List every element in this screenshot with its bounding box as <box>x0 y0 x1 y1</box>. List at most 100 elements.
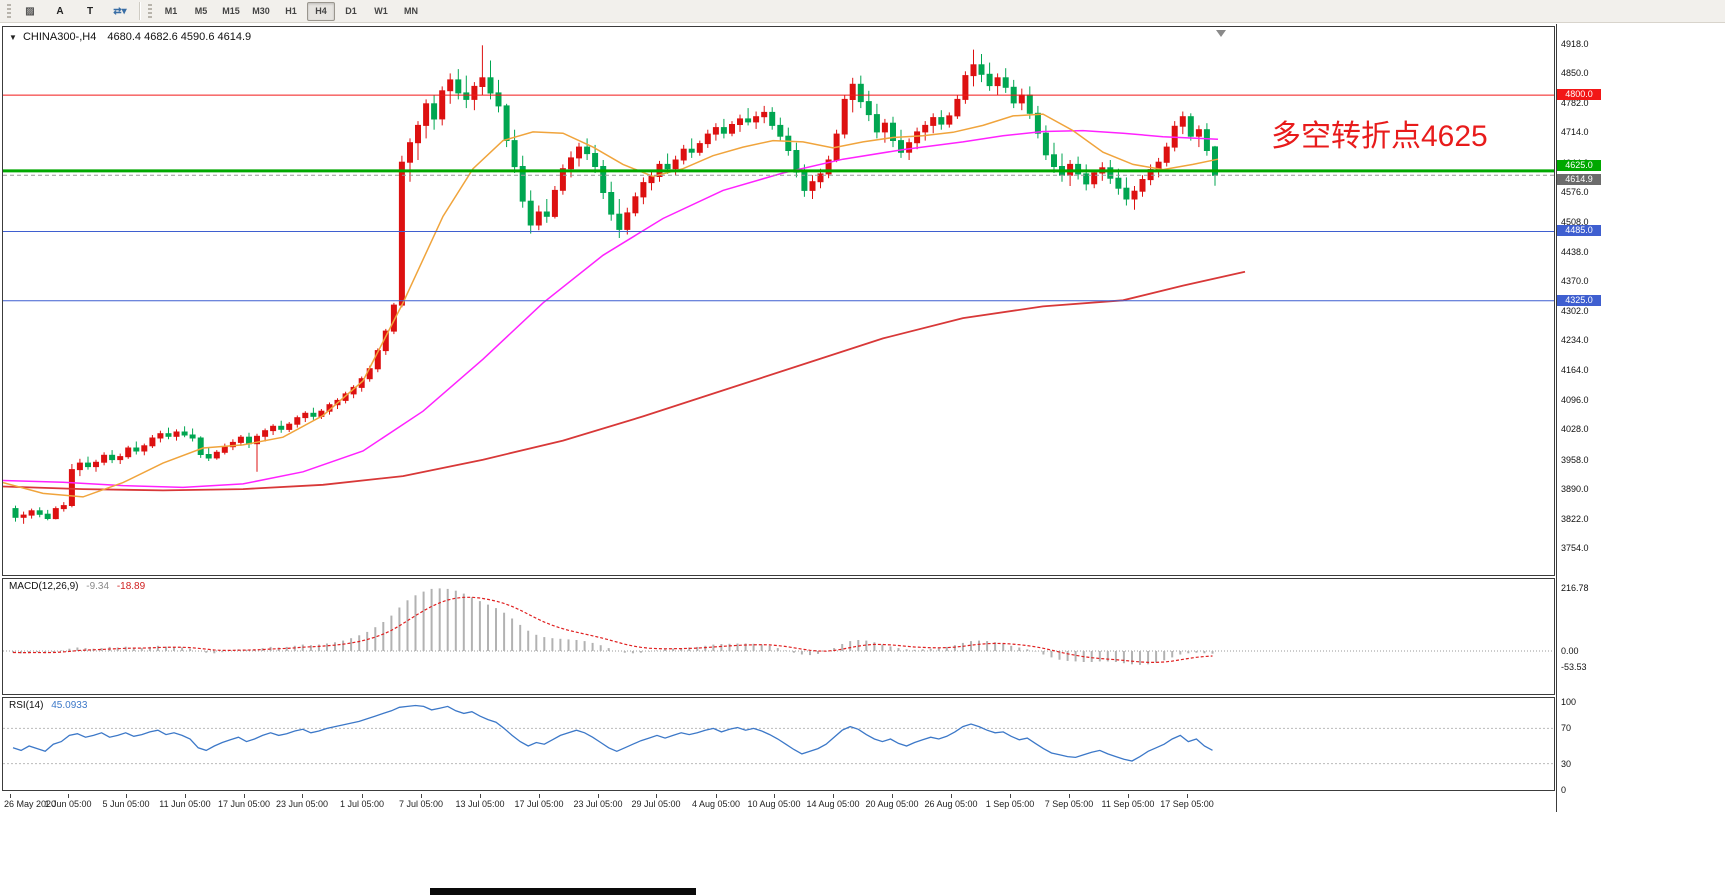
time-axis-label: 17 Jun 05:00 <box>217 799 271 809</box>
macd-header: MACD(12,26,9) -9.34 -18.89 <box>9 581 145 592</box>
price-tick-label: 4096.0 <box>1561 394 1589 405</box>
macd-panel[interactable]: MACD(12,26,9) -9.34 -18.89 <box>2 578 1555 695</box>
time-tick <box>302 794 303 798</box>
toolbar-grip[interactable] <box>148 3 152 19</box>
price-axis[interactable]: 4918.04850.04782.04714.04644.04576.04508… <box>1556 24 1724 812</box>
time-axis-label: 26 Aug 05:00 <box>924 799 978 809</box>
timeframe-m1[interactable]: M1 <box>164 6 178 16</box>
time-tick <box>126 794 127 798</box>
hatch-pattern-tool-icon[interactable]: ▨ <box>25 5 35 17</box>
timeframe-h1[interactable]: H1 <box>285 6 297 16</box>
macd-scale-label: 0.00 <box>1561 646 1579 656</box>
price-chart-panel[interactable]: ▼ CHINA300-,H4 4680.4 4682.6 4590.6 4614… <box>2 26 1555 576</box>
time-axis-label: 20 Aug 05:00 <box>865 799 919 809</box>
time-axis-label: 5 Jun 05:00 <box>102 799 150 809</box>
price-tick-label: 3822.0 <box>1561 513 1589 524</box>
rsi-scale-label: 30 <box>1561 758 1572 769</box>
price-tick-label: 4438.0 <box>1561 246 1589 257</box>
level-price-tag: 4325.0 <box>1557 294 1601 306</box>
price-tick-label: 4164.0 <box>1561 365 1589 376</box>
rsi-scale-label: 70 <box>1561 723 1572 734</box>
macd-value: -9.34 <box>86 581 110 592</box>
time-axis-label: 23 Jul 05:00 <box>573 799 623 809</box>
ohlc-values: 4680.4 4682.6 4590.6 4614.9 <box>107 31 252 43</box>
time-axis-label: 13 Jul 05:00 <box>455 799 505 809</box>
toolbar-grip[interactable] <box>7 3 11 19</box>
time-axis[interactable]: 26 May 2020 1 Jun 05:00 5 Jun 05:00 11 Jun … <box>2 794 1555 810</box>
time-tick <box>1187 794 1188 798</box>
macd-signal-value: -18.89 <box>116 581 146 592</box>
time-tick <box>480 794 481 798</box>
chart-title: ▼ CHINA300-,H4 4680.4 4682.6 4590.6 4614… <box>9 31 251 43</box>
text-label-tool-icon[interactable]: A <box>56 5 64 17</box>
time-axis-label: 1 Jun 05:00 <box>44 799 92 809</box>
time-tick <box>68 794 69 798</box>
time-tick <box>1128 794 1129 798</box>
time-axis-label: 26 May 2020 <box>4 799 57 809</box>
timeframe-m15[interactable]: M15 <box>222 6 240 16</box>
timeframe-m30[interactable]: M30 <box>252 6 270 16</box>
time-tick <box>244 794 245 798</box>
time-tick <box>833 794 834 798</box>
price-tick-label: 3754.0 <box>1561 543 1589 553</box>
price-tick-label: 4302.0 <box>1561 305 1589 316</box>
price-tick-label: 4576.0 <box>1561 187 1589 198</box>
text-tool-icon[interactable]: T <box>86 5 94 17</box>
toolbar: ▨ A T ⇄▾ M1 M5 M15 M30 H1 H4 D1 W1 MN <box>0 0 1725 23</box>
time-tick <box>598 794 599 798</box>
time-tick <box>951 794 952 798</box>
macd-scale-label: 216.78 <box>1561 583 1589 594</box>
rsi-scale-label: 0 <box>1561 785 1567 795</box>
time-tick <box>656 794 657 798</box>
price-tick-label: 4234.0 <box>1561 335 1589 346</box>
rsi-header: RSI(14) 45.0933 <box>9 700 87 711</box>
price-tick-label: 4508.0 <box>1561 216 1589 227</box>
time-axis-label: 14 Aug 05:00 <box>806 799 860 809</box>
time-axis-label: 7 Sep 05:00 <box>1044 799 1094 809</box>
price-tick-label: 4850.0 <box>1561 68 1589 79</box>
price-tick-label: 3890.0 <box>1561 484 1589 495</box>
symbol-period-label: CHINA300-,H4 <box>22 31 97 43</box>
price-tick-label: 4782.0 <box>1561 97 1589 108</box>
rsi-title: RSI(14) <box>9 700 44 711</box>
timeframe-m5[interactable]: M5 <box>194 6 208 16</box>
collapse-triangle-icon[interactable]: ▼ <box>9 33 17 42</box>
timeframe-d1[interactable]: D1 <box>345 6 357 16</box>
timeframe-mn[interactable]: MN <box>404 6 418 16</box>
time-tick <box>1069 794 1070 798</box>
time-axis-label: 11 Sep 05:00 <box>1101 799 1155 809</box>
price-tick-label: 3958.0 <box>1561 454 1589 465</box>
time-axis-label: 1 Sep 05:00 <box>985 799 1035 809</box>
toolbar-separator <box>139 2 140 20</box>
macd-title: MACD(12,26,9) <box>9 581 79 592</box>
rsi-scale-label: 100 <box>1561 697 1577 707</box>
level-price-tag: 4485.0 <box>1557 225 1601 237</box>
time-tick <box>774 794 775 798</box>
time-axis-label: 4 Aug 05:00 <box>691 799 741 809</box>
time-tick <box>421 794 422 798</box>
time-axis-label: 1 Jul 05:00 <box>339 799 385 809</box>
current-price-tag: 4614.9 <box>1557 174 1601 186</box>
time-tick <box>716 794 717 798</box>
timeframe-w1[interactable]: W1 <box>374 6 388 16</box>
drawing-tools-group: ▨ A T ⇄▾ <box>15 2 135 21</box>
time-axis-label: 29 Jul 05:00 <box>631 799 681 809</box>
price-tick-label: 4918.0 <box>1561 39 1589 49</box>
rsi-panel[interactable]: RSI(14) 45.0933 <box>2 697 1555 791</box>
time-axis-label: 7 Jul 05:00 <box>398 799 444 809</box>
level-price-tag: 4800.0 <box>1557 89 1601 101</box>
time-tick <box>892 794 893 798</box>
price-tick-label: 4370.0 <box>1561 276 1589 287</box>
rsi-value: 45.0933 <box>51 700 88 711</box>
timeframe-h4[interactable]: H4 <box>307 1 335 21</box>
annotation-text[interactable]: 多空转折点4625 <box>1271 120 1488 153</box>
macd-scale-label: -53.53 <box>1561 661 1587 672</box>
time-tick <box>10 794 11 798</box>
time-tick <box>1010 794 1011 798</box>
time-tick <box>539 794 540 798</box>
level-price-tag: 4625.0 <box>1557 159 1601 171</box>
cycle-arrows-tool-icon[interactable]: ⇄▾ <box>113 5 127 17</box>
time-tick <box>362 794 363 798</box>
taskbar-fragment <box>430 888 696 895</box>
